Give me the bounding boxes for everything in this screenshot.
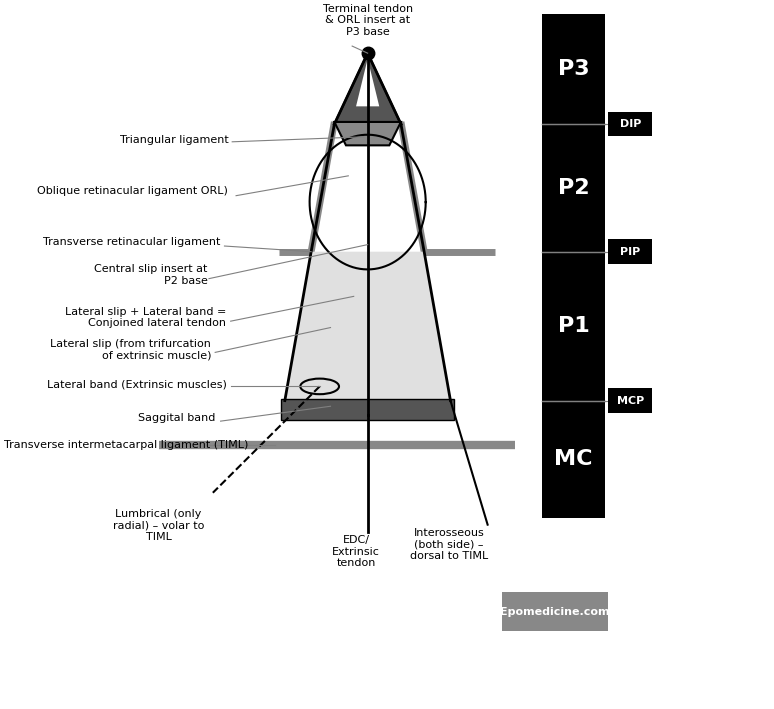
FancyBboxPatch shape: [542, 14, 605, 518]
Text: Oblique retinacular ligament ORL): Oblique retinacular ligament ORL): [37, 186, 228, 196]
FancyBboxPatch shape: [502, 592, 608, 631]
Text: MC: MC: [554, 449, 593, 469]
Text: Triangular ligament: Triangular ligament: [119, 135, 228, 145]
Text: DIP: DIP: [620, 119, 641, 129]
Polygon shape: [334, 53, 401, 124]
Text: P3: P3: [558, 59, 589, 79]
Polygon shape: [334, 122, 401, 145]
FancyBboxPatch shape: [608, 389, 652, 413]
Text: Terminal tendon
& ORL insert at
P3 base: Terminal tendon & ORL insert at P3 base: [323, 4, 413, 37]
Text: P2: P2: [558, 178, 589, 198]
Polygon shape: [281, 399, 454, 420]
Polygon shape: [285, 252, 450, 401]
Text: Lateral slip + Lateral band =
Conjoined lateral tendon: Lateral slip + Lateral band = Conjoined …: [65, 307, 226, 328]
Text: Lateral band (Extrinsic muscles): Lateral band (Extrinsic muscles): [47, 380, 227, 390]
Text: MCP: MCP: [617, 396, 644, 406]
Text: Central slip insert at
P2 base: Central slip insert at P2 base: [94, 264, 207, 286]
Text: Lateral slip (from trifurcation
of extrinsic muscle): Lateral slip (from trifurcation of extri…: [50, 339, 211, 360]
Text: Transverse intermetacarpal ligament (TIML): Transverse intermetacarpal ligament (TIM…: [4, 440, 248, 450]
FancyBboxPatch shape: [608, 112, 652, 136]
Text: EDC/
Extrinsic
tendon: EDC/ Extrinsic tendon: [332, 535, 380, 569]
Text: Transverse retinacular ligament: Transverse retinacular ligament: [43, 238, 221, 247]
Text: Lumbrical (only
radial) – volar to
TIML: Lumbrical (only radial) – volar to TIML: [113, 509, 204, 542]
Text: Interosseous
(both side) –
dorsal to TIML: Interosseous (both side) – dorsal to TIM…: [409, 528, 488, 562]
Text: Saggital band: Saggital band: [138, 413, 215, 423]
FancyBboxPatch shape: [608, 239, 652, 264]
Text: Epomedicine.com: Epomedicine.com: [500, 606, 610, 617]
Text: P1: P1: [557, 316, 590, 336]
Polygon shape: [356, 59, 379, 106]
Text: PIP: PIP: [620, 247, 641, 257]
